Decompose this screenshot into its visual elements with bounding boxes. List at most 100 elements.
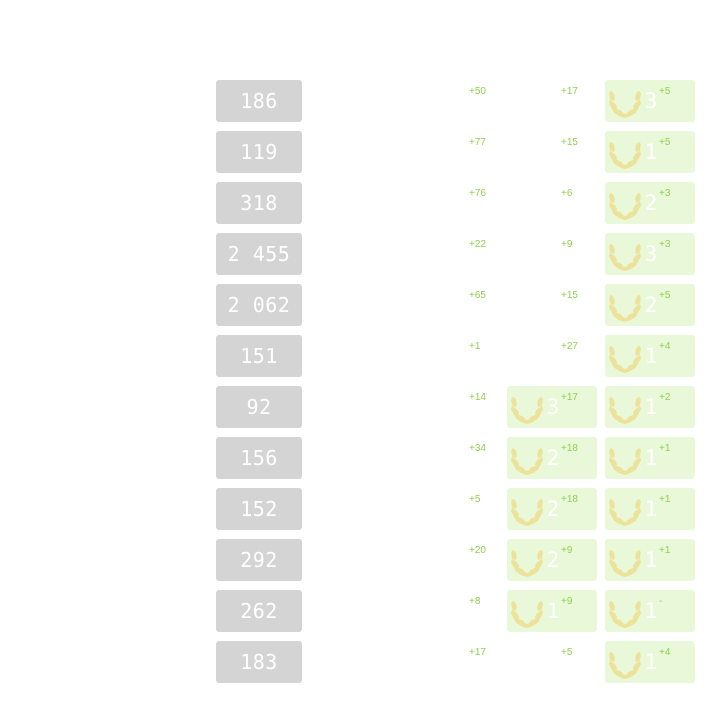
delta-value: +5 xyxy=(561,647,573,658)
laurel-wreath-icon xyxy=(609,601,641,628)
rank-value: 2 xyxy=(546,497,560,521)
rank-badge: 1 +5 xyxy=(605,131,695,173)
count-cell: 318 xyxy=(216,182,302,224)
laurel-wreath-icon xyxy=(609,448,641,475)
rank-badge: 1 +4 xyxy=(605,641,695,683)
delta-value: +15 xyxy=(561,137,578,148)
table-row: 318 +76 +6 2 +3 xyxy=(0,182,723,224)
count-cell: 292 xyxy=(216,539,302,581)
delta-value: +27 xyxy=(561,341,578,352)
count-cell: 92 xyxy=(216,386,302,428)
table-row: 119 +77 +15 1 +5 xyxy=(0,131,723,173)
rank-badge: 3 +17 xyxy=(507,386,597,428)
delta-value: +22 xyxy=(469,239,486,250)
rank-value: 2 xyxy=(644,191,658,215)
count-cell: 152 xyxy=(216,488,302,530)
laurel-wreath-icon xyxy=(609,244,641,271)
table-row: 2 062 +65 +15 2 +5 xyxy=(0,284,723,326)
delta-value: +1 xyxy=(469,341,481,352)
rank-badge: 3 +3 xyxy=(605,233,695,275)
rank-delta: - xyxy=(659,596,663,607)
count-cell: 156 xyxy=(216,437,302,479)
count-cell: 2 062 xyxy=(216,284,302,326)
count-cell: 119 xyxy=(216,131,302,173)
delta-value: +65 xyxy=(469,290,486,301)
count-cell: 183 xyxy=(216,641,302,683)
rank-delta: +5 xyxy=(659,290,671,301)
laurel-wreath-icon xyxy=(609,142,641,169)
rank-delta: +5 xyxy=(659,137,671,148)
rank-delta: +18 xyxy=(561,443,578,454)
rank-value: 3 xyxy=(546,395,560,419)
rank-value: 3 xyxy=(644,89,658,113)
rank-badge: 2 +18 xyxy=(507,488,597,530)
rank-badge: 1 +2 xyxy=(605,386,695,428)
laurel-wreath-icon xyxy=(609,499,641,526)
delta-value: +77 xyxy=(469,137,486,148)
laurel-wreath-icon xyxy=(609,91,641,118)
laurel-wreath-icon xyxy=(511,448,543,475)
rank-value: 2 xyxy=(546,446,560,470)
table-row: 152 +5 2 +18 1 +1 xyxy=(0,488,723,530)
rank-value: 1 xyxy=(644,599,658,623)
table-row: 186 +50 +17 3 +5 xyxy=(0,80,723,122)
rank-badge: 1 +1 xyxy=(605,437,695,479)
laurel-wreath-icon xyxy=(511,397,543,424)
delta-value: +5 xyxy=(469,494,481,505)
rank-badge: 3 +5 xyxy=(605,80,695,122)
rank-value: 1 xyxy=(644,140,658,164)
laurel-wreath-icon xyxy=(511,499,543,526)
table-row: 292 +20 2 +9 1 +1 xyxy=(0,539,723,581)
delta-value: +50 xyxy=(469,86,486,97)
delta-value: +76 xyxy=(469,188,486,199)
rank-value: 2 xyxy=(546,548,560,572)
rank-badge: 2 +18 xyxy=(507,437,597,479)
rank-delta: +9 xyxy=(561,545,573,556)
rank-delta: +4 xyxy=(659,647,671,658)
delta-value: +17 xyxy=(561,86,578,97)
rank-value: 2 xyxy=(644,293,658,317)
laurel-wreath-icon xyxy=(609,193,641,220)
rank-delta: +1 xyxy=(659,443,671,454)
rank-value: 1 xyxy=(644,548,658,572)
rank-value: 3 xyxy=(644,242,658,266)
rank-value: 1 xyxy=(644,650,658,674)
delta-value: +34 xyxy=(469,443,486,454)
table-row: 92 +14 3 +17 1 +2 xyxy=(0,386,723,428)
table-row: 2 455 +22 +9 3 +3 xyxy=(0,233,723,275)
laurel-wreath-icon xyxy=(609,652,641,679)
rank-badge: 2 +5 xyxy=(605,284,695,326)
table-row: 156 +34 2 +18 1 +1 xyxy=(0,437,723,479)
laurel-wreath-icon xyxy=(609,397,641,424)
count-cell: 151 xyxy=(216,335,302,377)
rank-value: 1 xyxy=(546,599,560,623)
rank-badge: 1 +9 xyxy=(507,590,597,632)
rank-value: 1 xyxy=(644,344,658,368)
laurel-wreath-icon xyxy=(511,601,543,628)
rank-badge: 1 +4 xyxy=(605,335,695,377)
count-cell: 2 455 xyxy=(216,233,302,275)
laurel-wreath-icon xyxy=(609,346,641,373)
rank-value: 1 xyxy=(644,497,658,521)
delta-value: +17 xyxy=(469,647,486,658)
rank-delta: +17 xyxy=(561,392,578,403)
table-row: 183 +17 +5 1 +4 xyxy=(0,641,723,683)
rank-badge: 1 +1 xyxy=(605,488,695,530)
laurel-wreath-icon xyxy=(609,550,641,577)
delta-value: +20 xyxy=(469,545,486,556)
rank-delta: +2 xyxy=(659,392,671,403)
rank-delta: +18 xyxy=(561,494,578,505)
count-cell: 186 xyxy=(216,80,302,122)
rank-delta: +9 xyxy=(561,596,573,607)
rank-badge: 2 +3 xyxy=(605,182,695,224)
count-cell: 262 xyxy=(216,590,302,632)
rank-delta: +3 xyxy=(659,239,671,250)
rank-delta: +1 xyxy=(659,545,671,556)
rank-delta: +3 xyxy=(659,188,671,199)
table-row: 151 +1 +27 1 +4 xyxy=(0,335,723,377)
delta-value: +6 xyxy=(561,188,573,199)
rank-badge: 2 +9 xyxy=(507,539,597,581)
rank-badge: 1 +1 xyxy=(605,539,695,581)
rank-value: 1 xyxy=(644,395,658,419)
rank-badge: 1 - xyxy=(605,590,695,632)
